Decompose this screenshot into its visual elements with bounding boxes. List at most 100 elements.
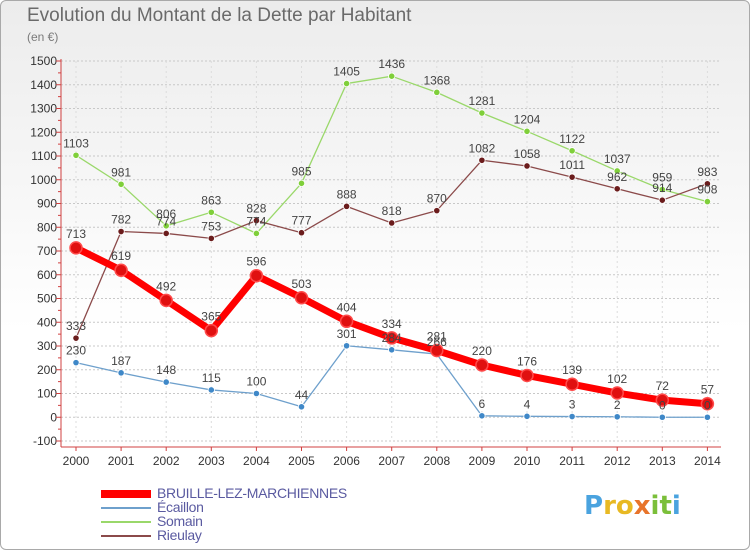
data-point <box>297 179 306 187</box>
data-label: 1011 <box>559 158 585 172</box>
data-label: 1368 <box>423 73 450 87</box>
legend-label: BRUILLE-LEZ-MARCHIENNES <box>157 485 347 501</box>
data-point <box>388 219 396 227</box>
data-label: 100 <box>246 375 266 389</box>
data-point <box>117 180 125 188</box>
data-label: 908 <box>697 183 717 197</box>
data-label: 888 <box>337 187 357 201</box>
data-point <box>523 162 531 170</box>
data-point <box>162 222 170 230</box>
data-label: 0 <box>704 398 711 412</box>
data-label: 139 <box>562 363 582 377</box>
data-point <box>433 207 441 215</box>
data-label: 176 <box>517 354 537 368</box>
data-label: 492 <box>156 279 176 293</box>
data-point <box>252 389 260 398</box>
data-label: 596 <box>246 255 266 269</box>
data-point <box>159 293 173 308</box>
data-label: 3 <box>569 398 576 412</box>
logo-letter: o <box>615 491 634 521</box>
data-point <box>478 156 486 164</box>
data-point <box>252 229 260 238</box>
x-tick-label: 2004 <box>243 454 270 468</box>
data-point <box>162 229 170 238</box>
data-label: 774 <box>246 214 266 228</box>
data-label: 72 <box>656 379 670 393</box>
legend-swatch <box>101 521 151 523</box>
data-label: 985 <box>291 164 311 178</box>
data-label: 782 <box>111 213 131 227</box>
data-label: 284 <box>382 331 402 345</box>
logo-letter: r <box>603 491 616 521</box>
x-tick-label: 2013 <box>649 454 676 468</box>
data-point <box>565 377 579 391</box>
data-label: 981 <box>111 165 131 179</box>
data-label: 404 <box>337 300 357 314</box>
legend-label: Écaillon <box>157 499 204 515</box>
data-point <box>478 412 486 420</box>
data-point <box>114 263 128 277</box>
series <box>69 72 715 421</box>
y-tick-label: 1200 <box>30 125 57 139</box>
x-tick-label: 2006 <box>333 454 360 468</box>
data-label: 301 <box>337 327 357 341</box>
x-tick-label: 2000 <box>63 454 90 468</box>
data-label: 6 <box>479 397 486 411</box>
data-point <box>520 368 534 383</box>
data-point <box>297 229 306 237</box>
proxiti-logo: Proxiti <box>584 491 681 521</box>
logo-letter: t <box>659 491 672 521</box>
data-label: 962 <box>607 170 627 184</box>
data-point <box>162 378 170 386</box>
data-point <box>655 393 670 407</box>
x-tick-label: 2010 <box>514 454 541 468</box>
y-tick-label: 1100 <box>31 149 57 163</box>
y-tick-label: 1400 <box>30 78 57 92</box>
y-tick-label: 500 <box>37 292 57 306</box>
data-label: 914 <box>652 181 672 195</box>
data-label: 1082 <box>469 141 496 155</box>
legend-label: Rieulay <box>157 527 202 543</box>
data-label: 1204 <box>514 112 541 126</box>
data-point <box>568 412 576 421</box>
y-tick-label: 0 <box>50 410 57 424</box>
data-point <box>117 369 125 377</box>
data-label: 503 <box>291 277 311 291</box>
data-label: 870 <box>427 192 447 206</box>
y-tick-label: -100 <box>33 434 57 448</box>
y-tick-label: 800 <box>37 220 57 234</box>
data-point <box>568 147 576 155</box>
data-point <box>294 291 309 305</box>
data-label: 1058 <box>514 147 541 161</box>
data-label: 619 <box>111 249 131 263</box>
data-label: 44 <box>295 388 309 402</box>
data-point <box>613 185 621 193</box>
data-label: 806 <box>156 207 176 221</box>
data-label: 148 <box>156 363 176 377</box>
data-label: 1103 <box>63 136 89 150</box>
y-tick-label: 900 <box>37 197 57 211</box>
data-label: 1405 <box>333 65 360 79</box>
data-label: 266 <box>427 335 447 349</box>
data-label: 334 <box>382 317 402 331</box>
data-point <box>700 396 715 411</box>
data-point <box>297 403 306 411</box>
data-point <box>433 88 441 96</box>
data-label: 230 <box>66 344 86 358</box>
data-point <box>207 208 215 216</box>
data-point <box>69 241 83 255</box>
legend-swatch <box>101 535 151 537</box>
data-label: 0 <box>659 398 666 412</box>
data-point <box>72 334 80 342</box>
data-point <box>249 268 264 283</box>
data-point <box>703 198 712 206</box>
data-label: 281 <box>427 330 447 344</box>
axes: -100010020030040050060070080090010001100… <box>30 54 721 468</box>
data-point <box>388 72 396 80</box>
y-tick-label: 700 <box>37 244 57 258</box>
data-label: 713 <box>66 227 86 241</box>
data-label: 818 <box>382 204 402 218</box>
legend-swatch <box>101 490 151 498</box>
data-label: 187 <box>111 354 131 368</box>
